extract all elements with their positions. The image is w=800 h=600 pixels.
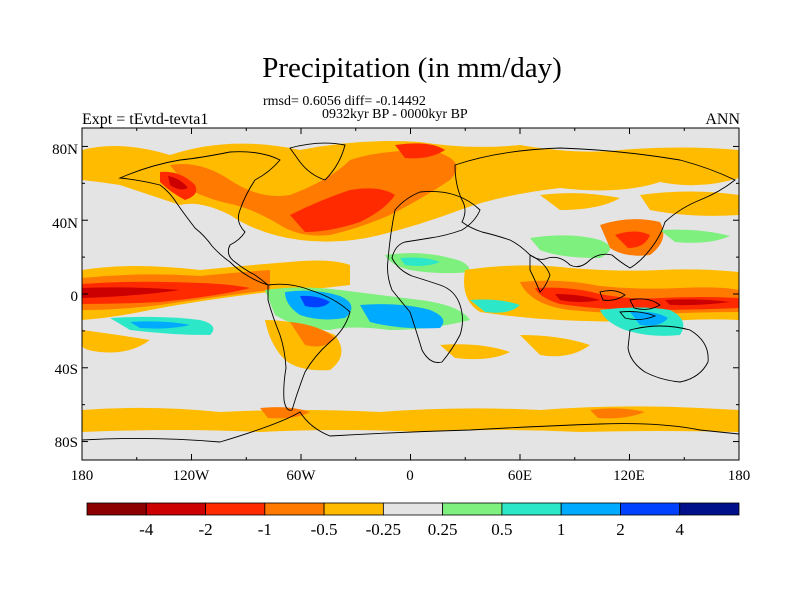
colorbar-swatch bbox=[145, 502, 206, 516]
colorbar-swatch bbox=[323, 502, 384, 516]
colorbar-swatch bbox=[86, 502, 147, 516]
x-axis-label-120e: 120E bbox=[613, 468, 645, 484]
time-period: 0932kyr BP - 0000kyr BP bbox=[322, 107, 468, 122]
x-axis-label-60e: 60E bbox=[507, 468, 533, 484]
colorbar-label: -4 bbox=[139, 520, 154, 539]
anomaly-region bbox=[440, 344, 510, 360]
anomaly-region bbox=[170, 150, 457, 236]
colorbar-label: -0.25 bbox=[365, 520, 402, 539]
coastline-indonesia bbox=[599, 290, 661, 321]
y-axis-label-80n: 80N bbox=[52, 142, 78, 158]
anomaly-region bbox=[82, 281, 250, 304]
axis-ticks bbox=[81, 128, 740, 460]
plot-title: Precipitation (in mm/day) bbox=[262, 52, 562, 84]
anomaly-region bbox=[520, 335, 590, 357]
colorbar-label: 1 bbox=[556, 520, 566, 539]
anomaly-region bbox=[470, 299, 520, 313]
anomaly-region bbox=[400, 257, 440, 266]
anomaly-region bbox=[260, 407, 310, 419]
experiment-label: Expt = tEvtd-tevta1 bbox=[82, 111, 209, 128]
colorbar-label: 0.25 bbox=[427, 520, 458, 539]
colorbar-label: -2 bbox=[198, 520, 213, 539]
colorbar-swatch bbox=[442, 502, 503, 516]
anomaly-region bbox=[640, 191, 739, 216]
anomaly-region bbox=[665, 299, 730, 306]
colorbar-swatch bbox=[264, 502, 325, 516]
anomaly-region bbox=[300, 295, 330, 308]
x-axis-label-0: 0 bbox=[406, 468, 414, 484]
anomaly-regions bbox=[82, 141, 739, 432]
anomaly-region bbox=[290, 322, 335, 347]
x-axis-label-180e: 180 bbox=[727, 468, 751, 484]
colorbar-label: -0.5 bbox=[310, 520, 338, 539]
coastline-australia bbox=[627, 325, 709, 383]
y-axis-label-equator: 0 bbox=[70, 289, 79, 305]
anomaly-region bbox=[360, 304, 444, 329]
anomaly-region bbox=[530, 235, 610, 258]
anomaly-region bbox=[540, 193, 620, 210]
colorbar-swatch bbox=[205, 502, 266, 516]
y-axis-label-80s: 80S bbox=[54, 435, 78, 451]
coastline-south-america bbox=[267, 283, 351, 411]
colorbar-label: -1 bbox=[257, 520, 272, 539]
anomaly-region bbox=[168, 176, 188, 190]
coastlines bbox=[82, 142, 739, 443]
anomaly-region bbox=[82, 330, 150, 353]
rmsd-diff-stats: rmsd= 0.6056 diff= -0.14492 bbox=[263, 94, 426, 109]
colorbar-swatch bbox=[620, 502, 681, 516]
coastline-india bbox=[529, 254, 551, 293]
anomaly-region bbox=[290, 188, 395, 232]
colorbar-swatch bbox=[560, 502, 621, 516]
colorbar-swatch bbox=[501, 502, 562, 516]
anomaly-region bbox=[395, 143, 445, 159]
y-axis-label-40n: 40N bbox=[52, 216, 78, 232]
coastline-asia bbox=[454, 147, 736, 269]
anomaly-region bbox=[615, 231, 650, 248]
anomaly-region bbox=[82, 406, 739, 432]
colorbar bbox=[86, 502, 740, 516]
x-axis-label-180w: 180 bbox=[70, 468, 94, 484]
anomaly-region bbox=[555, 294, 600, 302]
colorbar-label: 4 bbox=[675, 520, 684, 539]
x-axis-label-120w: 120W bbox=[172, 468, 210, 484]
x-axis-label-60w: 60W bbox=[286, 468, 316, 484]
anomaly-region bbox=[630, 311, 668, 326]
coastline-europe-africa bbox=[387, 190, 481, 363]
anomaly-region bbox=[660, 229, 730, 243]
anomaly-region bbox=[590, 408, 645, 419]
coastline-north-america bbox=[118, 151, 281, 286]
season-label: ANN bbox=[705, 111, 740, 128]
colorbar-label: 2 bbox=[616, 520, 625, 539]
colorbar-swatch bbox=[382, 502, 444, 516]
coastline-greenland bbox=[289, 142, 346, 181]
colorbar-label: 0.5 bbox=[491, 520, 513, 539]
map-field bbox=[82, 128, 739, 460]
coastline-antarctica bbox=[82, 411, 739, 443]
colorbar-swatch bbox=[679, 502, 740, 516]
anomaly-region bbox=[82, 287, 180, 298]
y-axis-label-40s: 40S bbox=[54, 362, 78, 378]
anomaly-region bbox=[130, 321, 190, 329]
